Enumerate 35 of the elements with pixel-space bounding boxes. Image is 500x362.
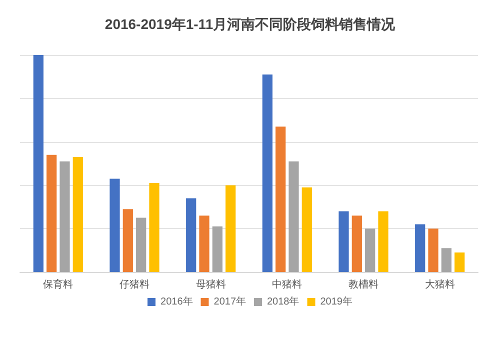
bar xyxy=(338,211,349,272)
x-tick-label: 保育料 xyxy=(43,278,74,290)
bar xyxy=(212,226,222,272)
bar xyxy=(378,211,388,272)
bar xyxy=(60,161,70,272)
bar xyxy=(262,74,272,272)
x-tick-label: 大猪料 xyxy=(424,278,455,290)
bar xyxy=(276,126,286,272)
legend-label: 2018年 xyxy=(267,296,300,308)
legend-label: 2016年 xyxy=(160,296,193,308)
chart-title: 2016-2019年1-11月河南不同阶段饲料销售情况 xyxy=(104,16,396,32)
bar xyxy=(33,55,44,272)
bar xyxy=(441,248,452,272)
bar xyxy=(302,187,312,272)
bar xyxy=(199,216,210,272)
bar xyxy=(454,252,465,272)
bar xyxy=(110,178,120,272)
legend-label: 2017年 xyxy=(214,296,246,308)
bar xyxy=(72,156,83,272)
bar xyxy=(136,218,146,272)
x-tick-label: 仔猪料 xyxy=(120,278,150,290)
bar xyxy=(365,228,376,272)
x-tick-label: 教槽料 xyxy=(348,278,378,290)
bar xyxy=(415,224,426,272)
bar xyxy=(352,216,362,272)
bar xyxy=(149,183,160,272)
bar xyxy=(122,209,133,272)
x-tick-label: 母猪料 xyxy=(196,278,226,290)
x-tick-label: 中猪料 xyxy=(272,278,302,290)
legend-label: 2019年 xyxy=(320,296,352,308)
bar xyxy=(288,161,299,272)
bar xyxy=(46,154,57,272)
bar xyxy=(186,198,196,272)
bar xyxy=(226,185,236,272)
bar xyxy=(428,228,438,272)
